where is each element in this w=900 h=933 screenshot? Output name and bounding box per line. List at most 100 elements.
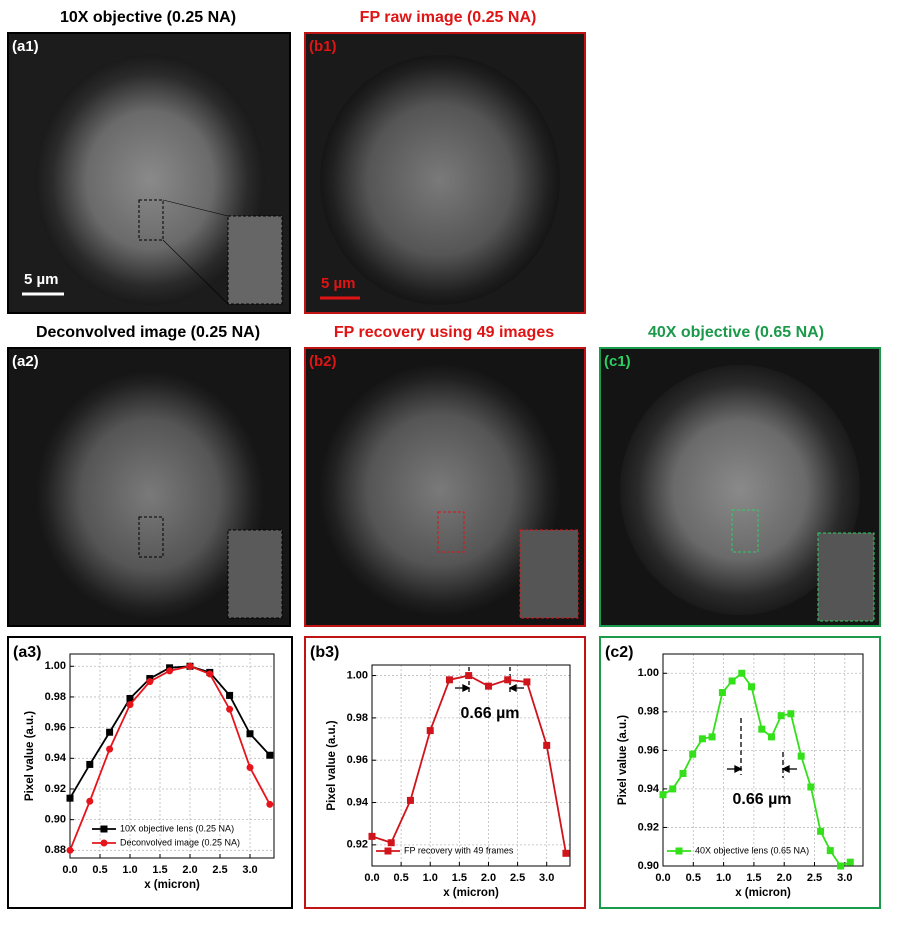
y-tick-label: 0.88	[45, 844, 66, 856]
annotation-arrows	[455, 667, 797, 778]
plot-area	[371, 664, 571, 867]
y-tick-label: 0.98	[347, 712, 368, 724]
data-point	[523, 678, 531, 686]
panel-title: 10X objective (0.25 NA)	[60, 9, 236, 26]
y-axis-label: Pixel value (a.u.)	[24, 711, 36, 801]
plot-area	[662, 653, 864, 867]
data-point	[106, 728, 114, 736]
y-tick-label: 1.00	[638, 667, 659, 679]
x-tick-label: 2.0	[182, 864, 197, 876]
x-tick-label: 0.0	[364, 872, 379, 884]
image-c1: (c1)	[599, 347, 881, 627]
data-point	[226, 691, 234, 699]
x-tick-label: 2.0	[777, 872, 792, 884]
y-tick-label: 0.94	[347, 796, 369, 808]
panel-label: (c2)	[605, 644, 633, 661]
y-tick-label: 0.98	[638, 706, 659, 718]
x-tick-label: 2.5	[807, 872, 822, 884]
data-point	[445, 676, 453, 684]
data-point	[543, 741, 551, 749]
data-point	[246, 764, 254, 772]
legend-marker	[100, 839, 108, 847]
y-tick-label: 0.94	[45, 752, 67, 764]
data-point	[767, 733, 775, 741]
panel-label: (b3)	[310, 644, 339, 661]
data-point	[777, 712, 785, 720]
x-tick-label: 1.5	[746, 872, 761, 884]
annotation: 0.66 µm	[732, 791, 791, 808]
data-point	[206, 670, 214, 678]
y-tick-label: 0.96	[347, 754, 368, 766]
y-tick-label: 0.94	[638, 783, 660, 795]
plot-frame	[304, 636, 586, 909]
x-tick-label: 0.5	[686, 872, 701, 884]
x-tick-label: 0.5	[393, 872, 408, 884]
image-a1: (a1) 5 µm	[7, 32, 291, 314]
scale-bar-label: 5 µm	[24, 271, 59, 288]
data-point	[368, 832, 376, 840]
panel-label: (b2)	[309, 353, 337, 370]
data-point	[708, 733, 716, 741]
y-tick-label: 0.98	[45, 691, 66, 703]
x-tick-label: 1.0	[423, 872, 438, 884]
data-point	[387, 839, 395, 847]
data-point	[738, 669, 746, 677]
data-point	[86, 760, 94, 768]
data-point	[484, 682, 492, 690]
legend-label: FP recovery with 49 frames	[404, 845, 514, 855]
x-tick-label: 0.5	[92, 864, 107, 876]
image-a2: (a2)	[7, 347, 291, 627]
y-tick-label: 0.92	[638, 821, 659, 833]
x-tick-label: 1.5	[152, 864, 167, 876]
line-chart: 0.90 0.92 0.94 0.96 0.98 1.00 0.0 0.5 1.0 1.5 2.0 2…	[605, 644, 864, 899]
legend-marker	[675, 847, 683, 855]
annotation: 0.66 µm	[460, 705, 519, 722]
legend-label: Deconvolved image (0.25 NA)	[120, 837, 240, 847]
x-tick-label: 3.0	[837, 872, 852, 884]
data-point	[504, 676, 512, 684]
y-tick-label: 0.96	[638, 744, 659, 756]
data-point	[126, 701, 134, 709]
data-point	[718, 689, 726, 697]
data-point	[86, 797, 94, 805]
data-point	[562, 849, 570, 857]
data-point	[728, 677, 736, 685]
x-axis-label: x (micron)	[443, 887, 499, 899]
plot-frame	[599, 636, 881, 909]
panel-title: FP recovery using 49 images	[334, 324, 554, 341]
y-tick-label: 0.92	[45, 783, 66, 795]
data-point	[266, 751, 274, 759]
data-point	[787, 710, 795, 718]
data-point	[146, 678, 154, 686]
y-tick-label: 0.96	[45, 722, 66, 734]
panel-title: 40X objective (0.65 NA)	[648, 324, 824, 341]
data-point	[406, 796, 414, 804]
x-tick-label: 3.0	[242, 864, 257, 876]
line-chart: 0.88 0.90 0.92 0.94 0.96 0.98 1.00 0.0 0.5 1.0 1.5…	[13, 644, 275, 891]
scale-bar-label: 5 µm	[321, 275, 356, 292]
panel-title: FP raw image (0.25 NA)	[360, 9, 537, 26]
x-tick-label: 2.0	[481, 872, 496, 884]
y-tick-label: 0.92	[347, 839, 368, 851]
x-tick-label: 2.5	[212, 864, 227, 876]
x-tick-label: 0.0	[62, 864, 77, 876]
data-point	[747, 683, 755, 691]
x-tick-label: 0.0	[655, 872, 670, 884]
data-point	[797, 752, 805, 760]
y-tick-label: 0.90	[638, 860, 659, 872]
data-point	[669, 785, 677, 793]
x-tick-label: 3.0	[539, 872, 554, 884]
image-b2: (b2)	[304, 347, 586, 627]
panel-title: Deconvolved image (0.25 NA)	[36, 324, 260, 341]
y-tick-label: 0.90	[45, 814, 66, 826]
data-point	[837, 862, 845, 870]
data-point	[226, 705, 234, 713]
legend-label: 10X objective lens (0.25 NA)	[120, 823, 234, 833]
data-point	[689, 750, 697, 758]
y-tick-label: 1.00	[347, 669, 368, 681]
line-chart: 0.92 0.94 0.96 0.98 1.00 0.0 0.5 1.0 1.5 2.0 2.5 3.…	[310, 644, 571, 899]
data-line	[662, 671, 851, 868]
legend-marker	[100, 825, 108, 833]
plot-area	[69, 653, 275, 859]
